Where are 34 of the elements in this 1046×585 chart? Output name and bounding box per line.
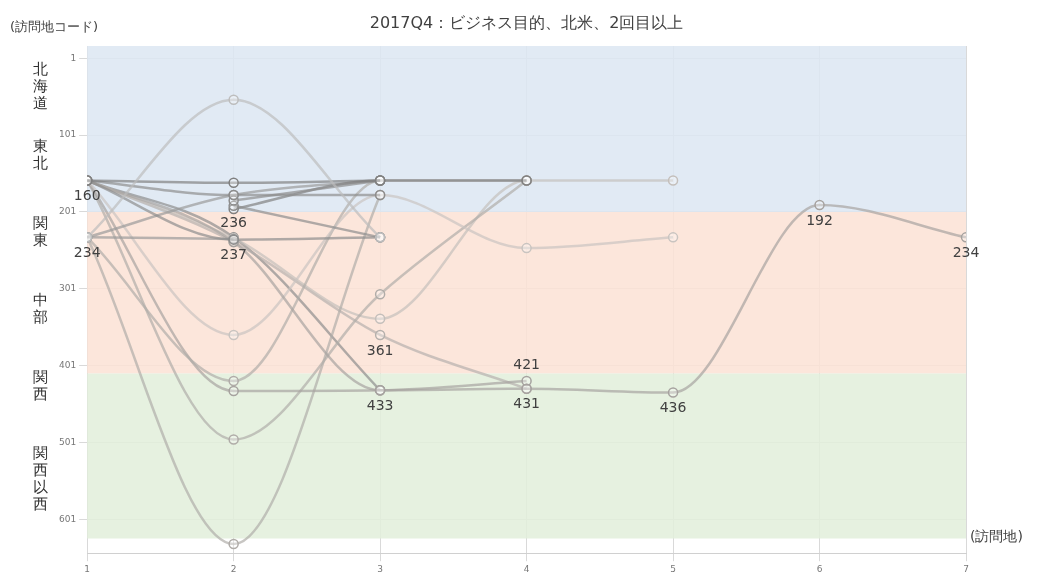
annotation: 234 bbox=[952, 243, 980, 260]
annotation: 236 bbox=[220, 213, 248, 230]
annotation: 234 bbox=[73, 243, 101, 260]
annotation: 237 bbox=[220, 246, 248, 263]
x-tick-label: 3 bbox=[377, 563, 383, 574]
x-tick-label: 4 bbox=[523, 563, 530, 574]
annotation: 160 bbox=[73, 187, 101, 204]
y-tick-label: 1 bbox=[70, 52, 77, 63]
text: 関西以西 bbox=[32, 444, 48, 514]
y-tick-label: 301 bbox=[58, 283, 77, 294]
x-tick-label: 7 bbox=[963, 563, 969, 574]
annotation: 421 bbox=[513, 355, 540, 372]
y-tick-label: 401 bbox=[58, 360, 77, 371]
annotation: 436 bbox=[659, 399, 687, 416]
x-tick-label: 6 bbox=[816, 563, 823, 574]
x-tick-label: 5 bbox=[670, 563, 676, 574]
annotation: 192 bbox=[806, 211, 833, 228]
text: 関西 bbox=[32, 367, 48, 403]
text: 中部 bbox=[32, 290, 48, 326]
text: 東北 bbox=[32, 137, 48, 173]
x-tick-label: 1 bbox=[84, 563, 91, 574]
y-tick-label: 501 bbox=[58, 436, 77, 447]
annotation: 431 bbox=[513, 395, 540, 412]
annotation: 433 bbox=[366, 396, 394, 413]
text: 関東 bbox=[32, 213, 48, 249]
y-tick-label: 601 bbox=[58, 513, 77, 524]
y-tick-label: 201 bbox=[58, 206, 77, 217]
annotation: 361 bbox=[366, 341, 394, 358]
text: 北海道 bbox=[32, 60, 48, 113]
y-axis-title: (訪問地コード) bbox=[10, 19, 99, 35]
x-axis-title: (訪問地) bbox=[970, 527, 1023, 544]
chart-title: 2017Q4：ビジネス目的、北米、2回目以上 bbox=[369, 13, 684, 33]
y-tick-label: 101 bbox=[58, 129, 77, 140]
x-tick-label: 2 bbox=[230, 563, 237, 574]
